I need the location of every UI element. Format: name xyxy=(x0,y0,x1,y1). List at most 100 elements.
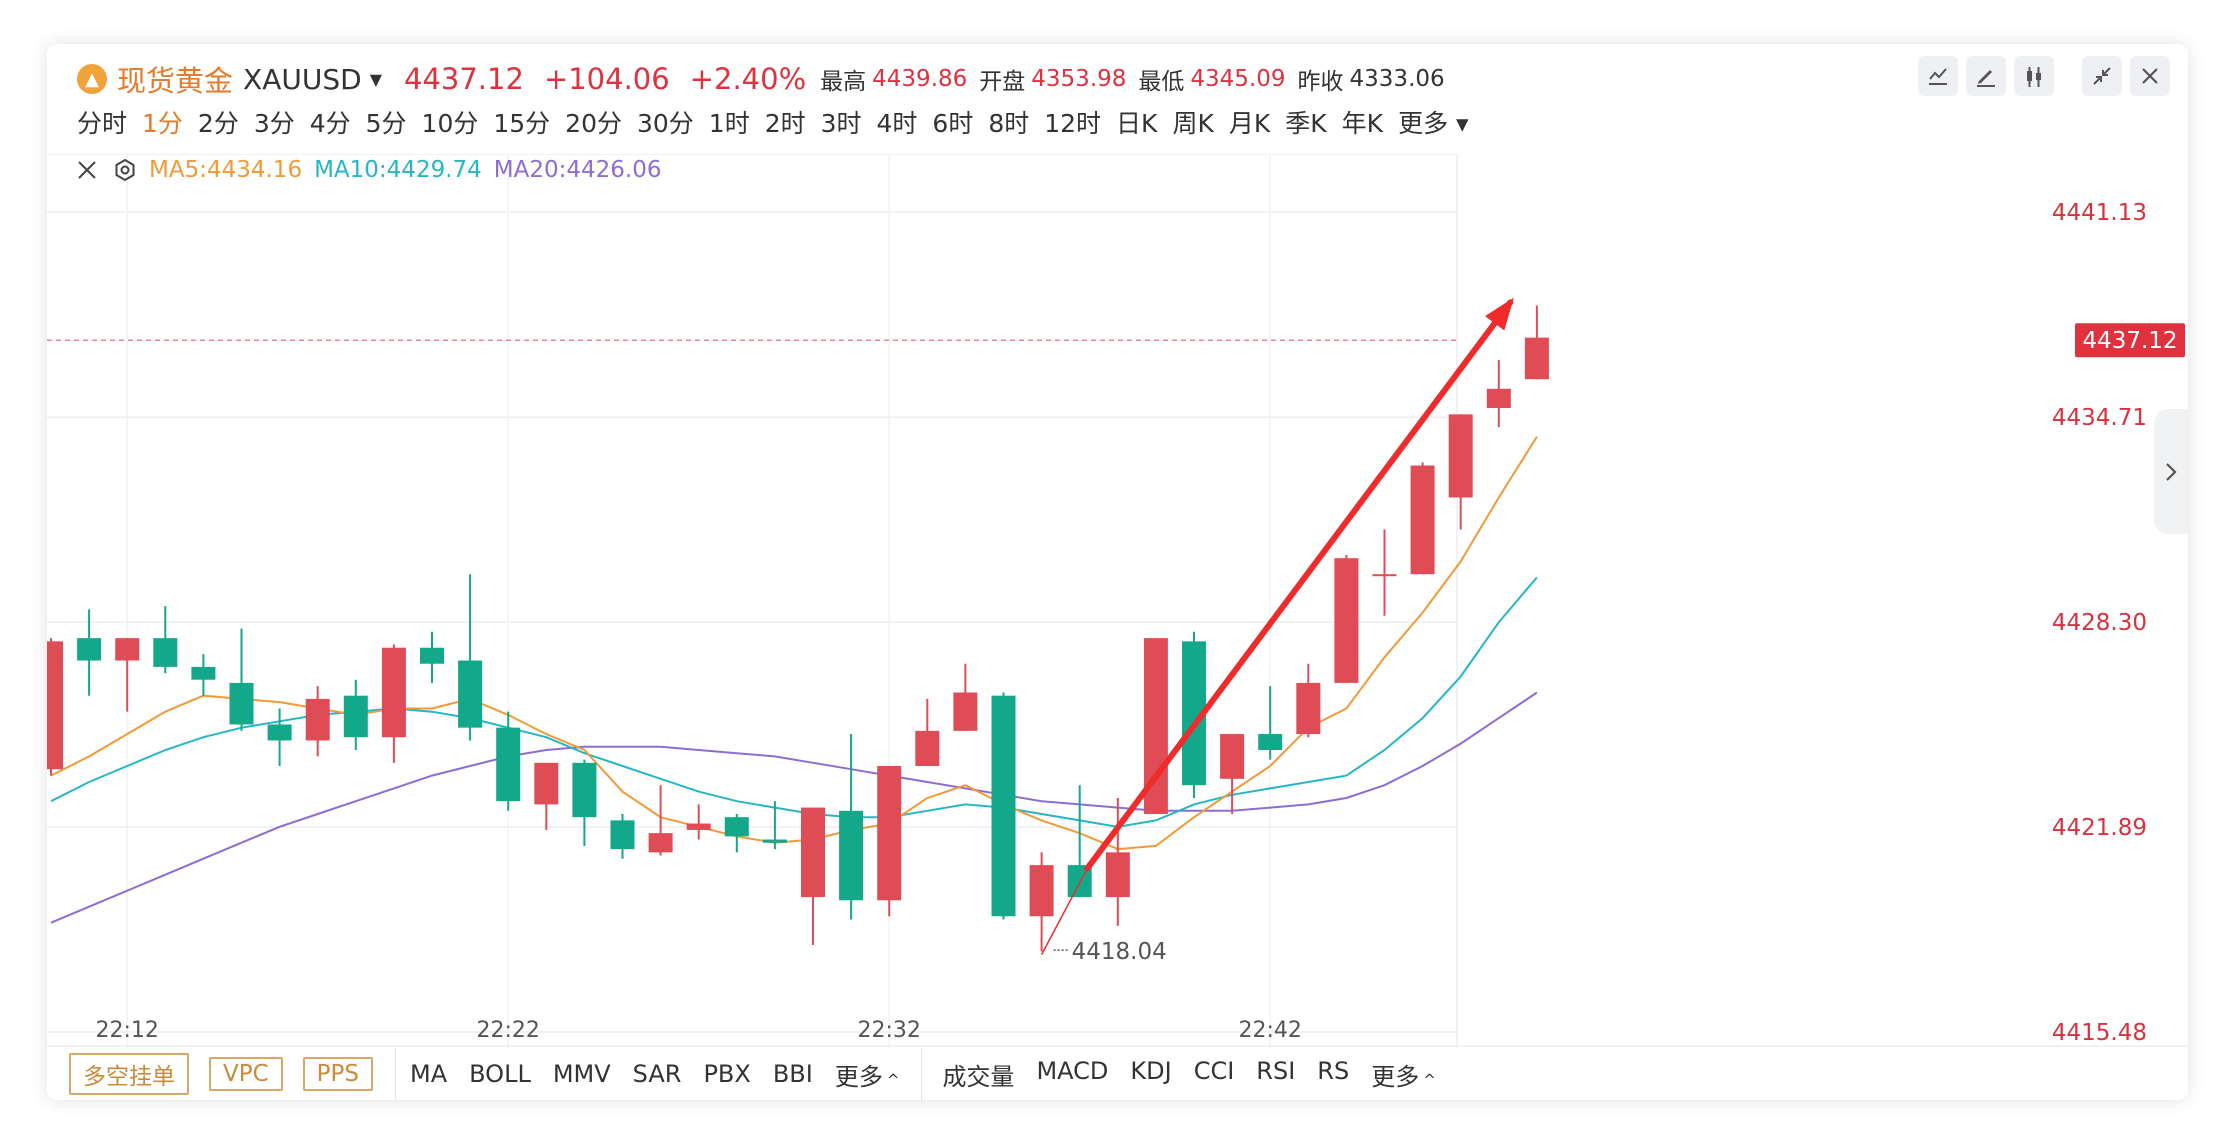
period-tab[interactable]: 12时 xyxy=(1044,109,1102,138)
stat-low-label: 最低 xyxy=(1138,69,1185,95)
period-tab[interactable]: 月K xyxy=(1228,109,1271,138)
period-tab[interactable]: 更多 ▾ xyxy=(1398,109,1469,138)
candle-body xyxy=(572,762,597,818)
candle-body xyxy=(381,647,406,738)
more-sub-indicators[interactable]: 更多 ^ xyxy=(1371,1062,1436,1091)
chart-grid xyxy=(47,154,1458,1048)
chevron-right-icon xyxy=(2166,462,2177,481)
sub-indicator-item[interactable]: CCI xyxy=(1193,1056,1235,1085)
close-icon[interactable] xyxy=(2130,56,2170,96)
period-tab[interactable]: 年K xyxy=(1341,109,1384,138)
line-chart-icon[interactable] xyxy=(1918,56,1958,96)
main-indicator-item[interactable]: MA xyxy=(410,1060,448,1088)
candlestick-icon[interactable] xyxy=(2014,56,2054,96)
period-tab[interactable]: 4时 xyxy=(876,109,918,138)
main-indicator-item[interactable]: BBI xyxy=(772,1060,813,1088)
period-tab[interactable]: 8时 xyxy=(988,109,1030,138)
draw-icon[interactable] xyxy=(1966,56,2006,96)
last-price-tag xyxy=(2075,323,2185,358)
candle-body xyxy=(953,692,978,731)
y-tick-label: 4441.13 xyxy=(2052,200,2147,226)
main-indicator-item[interactable]: BOLL xyxy=(469,1060,531,1088)
candle-body xyxy=(1448,414,1473,498)
long-short-orders-button[interactable]: 多空挂单 xyxy=(69,1053,189,1095)
main-indicator-item[interactable]: SAR xyxy=(632,1060,682,1088)
ma20-line xyxy=(50,691,1538,924)
period-tab[interactable]: 2分 xyxy=(197,109,239,138)
period-tab[interactable]: 20分 xyxy=(565,109,622,138)
main-indicator-item[interactable]: MMV xyxy=(552,1060,611,1088)
divider xyxy=(921,1048,923,1100)
x-tick-label: 22:32 xyxy=(857,1018,920,1043)
chart-header: ▲ 现货黄金 XAUUSD ▼ 4437.12 +104.06 +2.40% 最… xyxy=(47,44,2188,194)
candle-body xyxy=(77,638,102,661)
candle-body xyxy=(153,638,178,667)
candlestick-chart[interactable]: 4441.13 4434.71 4428.30 4421.89 4415.48 22:1… xyxy=(47,154,2188,1048)
stat-high-value: 4439.86 xyxy=(872,66,968,92)
candle-body xyxy=(1029,865,1054,917)
instrument-symbol[interactable]: XAUUSD xyxy=(243,62,362,96)
instrument-name[interactable]: 现货黄金 xyxy=(117,64,234,98)
candle-body xyxy=(115,638,140,661)
settings-icon[interactable] xyxy=(111,156,139,184)
ma-legend: MA5:4434.16 MA10:4429.74 MA20:4426.06 xyxy=(73,156,674,184)
period-tab[interactable]: 分时 xyxy=(77,109,128,138)
toolbar xyxy=(1910,56,2170,96)
low-marker-label: 4418.04 xyxy=(1072,939,1167,965)
side-panel-toggle[interactable] xyxy=(2154,409,2188,534)
candle-body xyxy=(1220,734,1245,779)
period-tab[interactable]: 3时 xyxy=(820,109,862,138)
period-tab[interactable]: 季K xyxy=(1285,109,1327,138)
chevron-down-icon[interactable]: ▼ xyxy=(369,69,382,89)
period-tab[interactable]: 10分 xyxy=(421,109,479,138)
stat-open-label: 开盘 xyxy=(979,69,1026,95)
gold-bars-icon: ▲ xyxy=(77,64,107,94)
more-main-indicators[interactable]: 更多 ^ xyxy=(834,1062,900,1091)
candle-body xyxy=(762,839,787,843)
sub-indicator-item[interactable]: RS xyxy=(1317,1056,1350,1085)
main-indicator-item[interactable]: PBX xyxy=(703,1060,751,1088)
trend-arrow-head xyxy=(1485,297,1514,331)
candle-body xyxy=(191,666,216,680)
period-tab[interactable]: 5分 xyxy=(365,109,407,138)
sub-indicator-item[interactable]: KDJ xyxy=(1130,1056,1172,1085)
candle-body xyxy=(877,766,902,901)
period-tab[interactable]: 15分 xyxy=(493,109,551,138)
y-axis: 4441.13 4434.71 4428.30 4421.89 4415.48 xyxy=(2052,200,2147,1046)
sub-indicator-item[interactable]: RSI xyxy=(1256,1056,1296,1085)
close-icon[interactable] xyxy=(73,156,101,184)
period-tab[interactable]: 30分 xyxy=(636,109,694,138)
candle-body xyxy=(610,820,635,850)
period-tab[interactable]: 2时 xyxy=(764,109,806,138)
main-indicator-list: MA BOLL MMV SAR PBX BBI xyxy=(410,1060,835,1088)
x-tick-label: 22:12 xyxy=(95,1018,158,1043)
period-tab[interactable]: 3分 xyxy=(253,109,295,138)
sub-indicator-item[interactable]: 成交量 xyxy=(942,1062,1015,1091)
last-price-tag-label: 4437.12 xyxy=(2082,328,2177,354)
candle-body xyxy=(1372,574,1397,577)
trend-arrow xyxy=(1040,297,1514,955)
divider xyxy=(395,1048,397,1100)
ma10-line xyxy=(50,576,1538,828)
period-tab[interactable]: 日K xyxy=(1116,109,1158,138)
period-tab[interactable]: 4分 xyxy=(309,109,351,138)
collapse-icon[interactable] xyxy=(2082,56,2122,96)
ma5-legend: MA5:4434.16 xyxy=(149,157,303,183)
x-axis: 22:12 22:22 22:32 22:42 xyxy=(47,1018,2188,1047)
pps-button[interactable]: PPS xyxy=(302,1057,374,1091)
ma-lines xyxy=(50,436,1538,924)
candle-body xyxy=(305,698,330,741)
vpc-button[interactable]: VPC xyxy=(209,1057,283,1091)
period-tab[interactable]: 周K xyxy=(1172,109,1214,138)
sub-indicator-item[interactable]: MACD xyxy=(1036,1056,1109,1085)
candle-body xyxy=(534,762,559,805)
candle-body xyxy=(1258,734,1283,751)
candle-body xyxy=(839,810,864,901)
ma5-line xyxy=(50,436,1538,851)
period-tab[interactable]: 1时 xyxy=(708,109,750,138)
period-tab[interactable]: 1分 xyxy=(142,109,183,138)
candle-body xyxy=(458,660,483,728)
period-tab[interactable]: 6时 xyxy=(932,109,974,138)
candle-body xyxy=(724,817,749,837)
chart-card: ▲ 现货黄金 XAUUSD ▼ 4437.12 +104.06 +2.40% 最… xyxy=(47,44,2188,1100)
